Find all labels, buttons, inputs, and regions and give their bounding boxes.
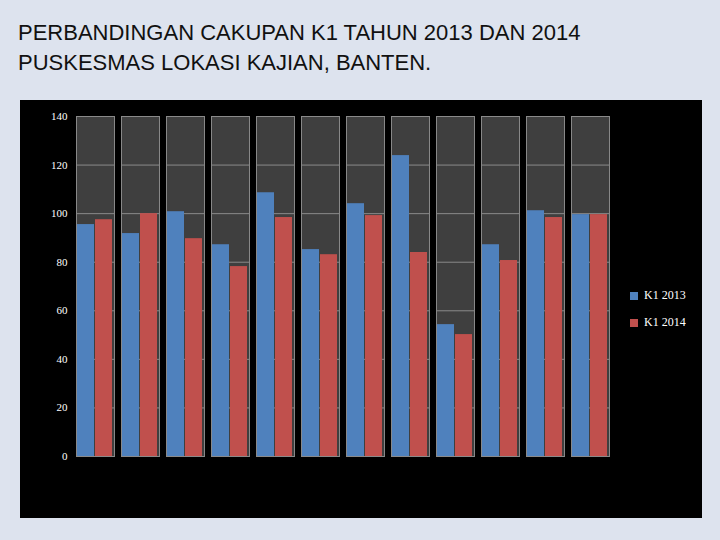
svg-text:100: 100	[51, 207, 68, 219]
html-text:K1 2013: K1 2013	[644, 288, 686, 302]
svg-text:40: 40	[57, 353, 69, 365]
svg-text:60: 60	[57, 304, 69, 316]
svg-text:120: 120	[51, 159, 68, 171]
svg-text:80: 80	[57, 256, 69, 268]
html-text:K1 2014: K1 2014	[644, 315, 686, 329]
svg-text:140: 140	[51, 110, 68, 122]
svg-text:20: 20	[57, 401, 69, 413]
html-text:PERBANDINGAN CAKUPAN K1 TAHUN: PERBANDINGAN CAKUPAN K1 TAHUN 2013 DAN 2…	[18, 20, 581, 75]
svg-text:0: 0	[62, 450, 68, 462]
